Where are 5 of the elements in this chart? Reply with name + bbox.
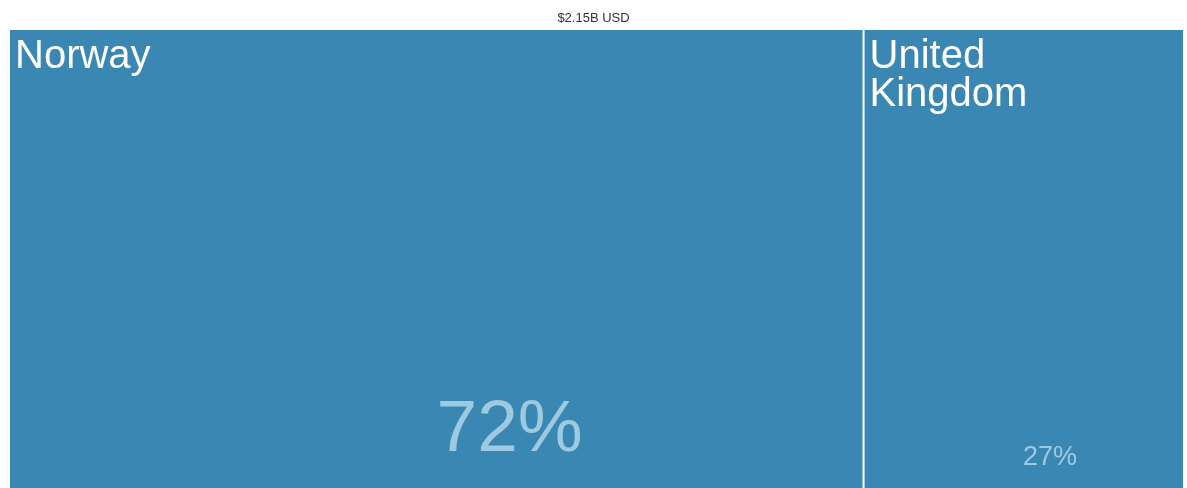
data-label: 72% [436, 384, 583, 466]
data-label: 27% [1023, 440, 1078, 471]
text: $2.15B USD [557, 10, 630, 25]
category-label: Norway [15, 32, 151, 76]
category-label: United Kingdom [869, 32, 1028, 114]
